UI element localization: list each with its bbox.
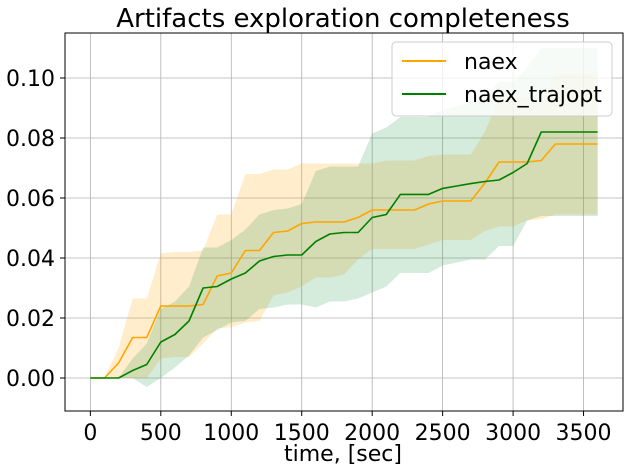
x-tick-label: 3500: [556, 421, 612, 446]
y-tick-label: 0.10: [6, 67, 55, 92]
confidence-bands: [90, 48, 598, 387]
x-axis-ticks: 0 500 1000 1500 2000 2500 3000 3500: [83, 411, 612, 446]
series-lines: [90, 131, 598, 379]
x-tick-label: 1000: [203, 421, 259, 446]
y-tick-label: 0.00: [6, 367, 55, 392]
line-naex: [90, 143, 598, 379]
legend-label-naex-trajopt: naex_trajopt: [464, 83, 602, 108]
x-tick-label: 2500: [415, 421, 471, 446]
x-tick-label: 3000: [485, 421, 541, 446]
band-naex: [90, 73, 598, 378]
plot-frame: [64, 32, 624, 412]
y-tick-label: 0.06: [6, 187, 55, 212]
x-tick-label: 500: [140, 421, 182, 446]
y-tick-label: 0.02: [6, 307, 55, 332]
y-axis-ticks: 0.00 0.02 0.04 0.06 0.08 0.10: [6, 67, 65, 392]
band-naex-trajopt: [90, 48, 598, 387]
line-naex-trajopt: [90, 131, 598, 379]
x-tick-label: 2000: [344, 421, 400, 446]
legend-label-naex: naex: [464, 50, 518, 75]
x-axis-label: time, [sec]: [284, 442, 402, 467]
legend: naex naex_trajopt: [391, 41, 613, 117]
x-tick-label: 1500: [274, 421, 330, 446]
y-tick-label: 0.08: [6, 127, 55, 152]
y-tick-label: 0.04: [6, 247, 55, 272]
x-tick-label: 0: [83, 421, 97, 446]
chart-title: Artifacts exploration completeness: [116, 4, 570, 34]
legend-box: [391, 41, 613, 117]
